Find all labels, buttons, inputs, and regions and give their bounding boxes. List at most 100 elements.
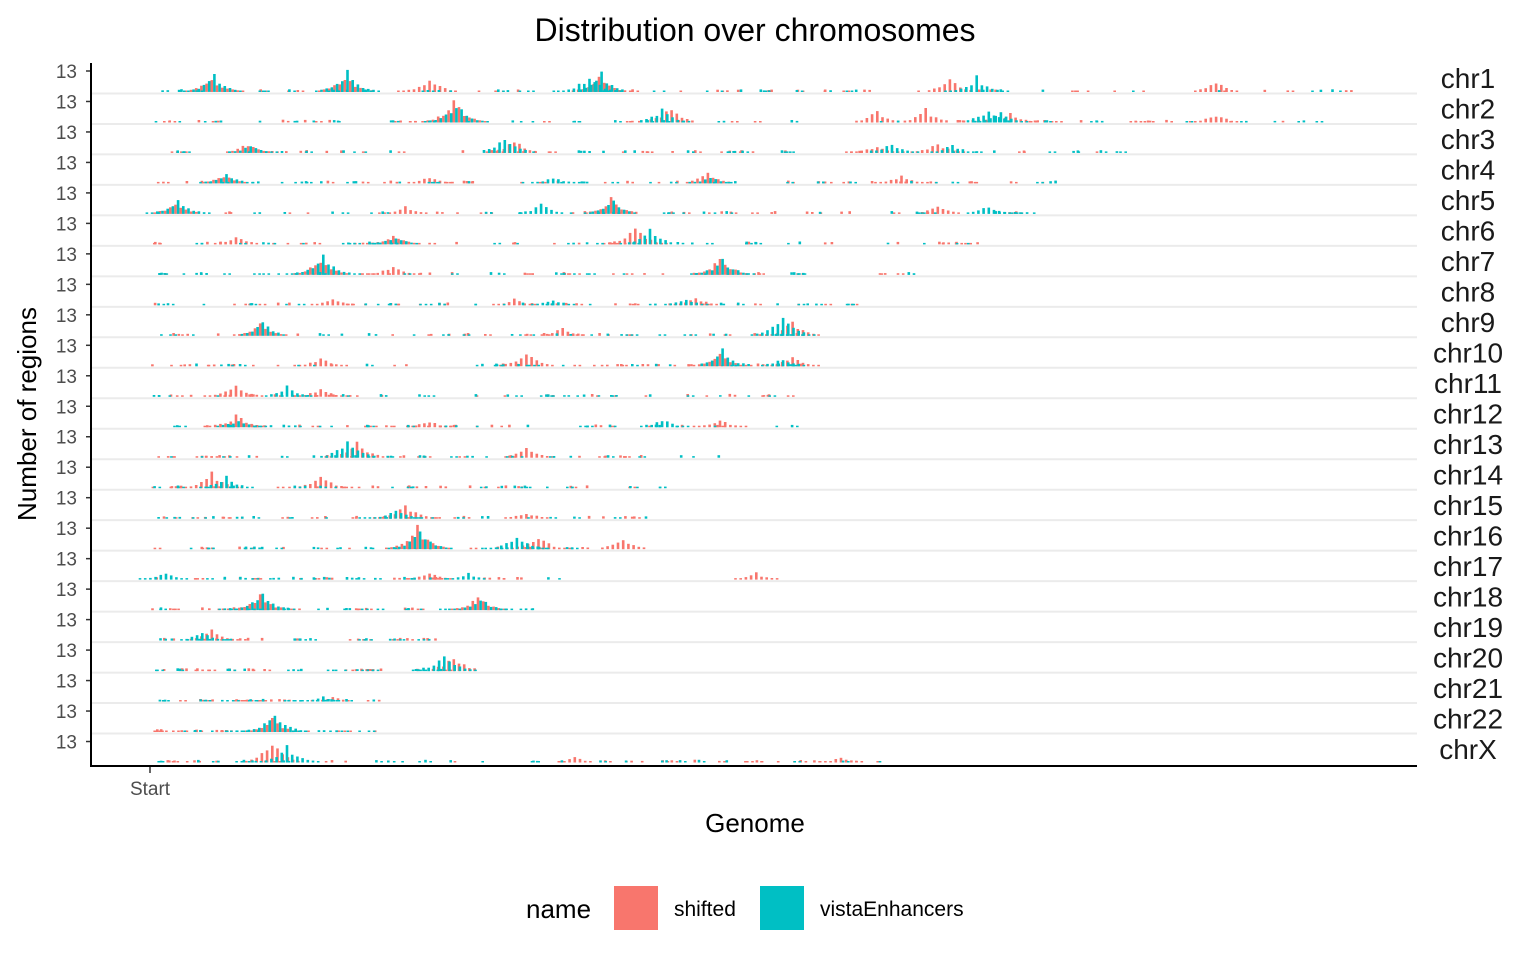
bar-vistaEnhancers-chr3	[956, 148, 959, 153]
bar-shifted-chr7	[713, 263, 717, 275]
bar-vistaEnhancers-chrX	[661, 760, 664, 763]
bar-vistaEnhancers-chr3	[1099, 150, 1103, 153]
bar-vistaEnhancers-chr14	[411, 486, 415, 489]
bar-shifted-chr16	[532, 542, 535, 550]
bar-vistaEnhancers-chr10	[533, 364, 536, 367]
bar-vistaEnhancers-chr7	[290, 273, 294, 275]
bar-vistaEnhancers-chr1	[602, 90, 606, 92]
bar-shifted-chr6	[272, 242, 275, 245]
bar-vistaEnhancers-chr1	[767, 90, 771, 92]
bar-vistaEnhancers-chr7	[451, 273, 454, 275]
bar-shifted-chr9	[728, 334, 732, 336]
bar-vistaEnhancers-chr1	[335, 83, 339, 92]
bar-vistaEnhancers-chr3	[487, 149, 491, 153]
bar-shifted-chr8	[315, 303, 319, 306]
bar-vistaEnhancers-chr10	[244, 364, 247, 367]
bar-vistaEnhancers-chr9	[256, 327, 259, 336]
bar-shifted-chr3	[645, 151, 649, 153]
bar-shifted-chr15	[229, 517, 232, 519]
bar-vistaEnhancers-chr4	[226, 181, 230, 184]
bar-shifted-chr14	[319, 476, 322, 489]
bar-vistaEnhancers-chr4	[577, 181, 581, 184]
bar-vistaEnhancers-chr10	[238, 364, 242, 367]
y-tick-label: 13	[56, 611, 77, 632]
bar-vistaEnhancers-chr1	[346, 69, 349, 92]
bar-shifted-chr5	[441, 212, 444, 214]
bar-vistaEnhancers-chr10	[721, 348, 724, 367]
bar-shifted-chr7	[762, 273, 765, 275]
bar-shifted-chr2	[1129, 121, 1133, 123]
bar-shifted-chr16	[416, 524, 419, 550]
bar-shifted-chr9	[582, 334, 585, 336]
bar-vistaEnhancers-chr4	[849, 181, 852, 184]
bar-shifted-chrX	[834, 759, 838, 763]
bar-shifted-chrX	[198, 760, 201, 763]
y-tick-label: 13	[56, 306, 77, 327]
bar-shifted-chr17	[431, 577, 435, 580]
bar-vistaEnhancers-chr14	[658, 486, 662, 489]
bar-shifted-chr2	[457, 107, 461, 123]
bar-vistaEnhancers-chr3	[789, 151, 792, 153]
bar-vistaEnhancers-chr1	[337, 90, 341, 92]
bar-vistaEnhancers-chr13	[549, 456, 552, 458]
bar-vistaEnhancers-chr22	[289, 726, 292, 733]
bar-vistaEnhancers-chr18	[218, 608, 221, 611]
bar-vistaEnhancers-chrX	[387, 760, 390, 763]
bar-shifted-chr12	[490, 424, 494, 428]
bar-vistaEnhancers-chr7	[704, 273, 707, 275]
bar-vistaEnhancers-chr21	[162, 700, 165, 702]
bar-shifted-chr4	[471, 181, 475, 184]
bar-shifted-chr22	[200, 730, 204, 732]
bar-vistaEnhancers-chr16	[484, 547, 487, 550]
bar-shifted-chr7	[717, 272, 721, 275]
bar-vistaEnhancers-chr15	[389, 513, 392, 519]
bar-shifted-chrX	[751, 761, 754, 763]
bar-vistaEnhancers-chr3	[176, 150, 179, 153]
bar-shifted-chr10	[749, 364, 753, 367]
bar-shifted-chr7	[335, 270, 338, 275]
bar-shifted-chr5	[840, 211, 843, 214]
bar-shifted-chr13	[530, 451, 533, 458]
bar-shifted-chr4	[722, 180, 725, 184]
bar-vistaEnhancers-chr21	[292, 700, 296, 702]
bar-shifted-chr10	[578, 364, 582, 367]
bar-vistaEnhancers-chr12	[232, 423, 235, 428]
bar-vistaEnhancers-chr15	[389, 517, 392, 519]
bar-vistaEnhancers-chr5	[182, 206, 185, 214]
bar-vistaEnhancers-chr16	[450, 547, 453, 550]
bar-shifted-chr15	[587, 515, 591, 519]
bar-vistaEnhancers-chr16	[369, 547, 373, 550]
bar-vistaEnhancers-chr20	[474, 669, 477, 672]
bar-shifted-chr8	[710, 303, 713, 306]
bar-vistaEnhancers-chr1	[1001, 90, 1004, 92]
bar-vistaEnhancers-chr17	[211, 578, 214, 580]
bar-vistaEnhancers-chr20	[371, 669, 375, 672]
bar-shifted-chr6	[624, 242, 627, 245]
bar-vistaEnhancers-chr1	[161, 90, 164, 92]
bar-vistaEnhancers-chr10	[736, 363, 740, 367]
bar-vistaEnhancers-chr9	[771, 326, 774, 336]
bar-shifted-chr18	[497, 608, 501, 611]
bar-shifted-chr8	[759, 303, 762, 306]
bar-shifted-chr3	[671, 151, 674, 153]
bar-shifted-chr1	[1194, 90, 1197, 92]
bar-vistaEnhancers-chr5	[176, 200, 180, 214]
bar-vistaEnhancers-chr21	[311, 699, 315, 702]
bar-shifted-chr15	[316, 517, 319, 519]
bar-shifted-chr3	[226, 151, 229, 153]
bar-vistaEnhancers-chr1	[593, 82, 596, 92]
bar-vistaEnhancers-chr11	[281, 395, 284, 397]
x-axis-title: Genome	[705, 808, 805, 838]
bar-vistaEnhancers-chr12	[184, 425, 187, 428]
bar-vistaEnhancers-chr7	[710, 270, 714, 275]
bar-shifted-chr15	[351, 517, 355, 519]
bar-vistaEnhancers-chr12	[216, 425, 220, 428]
bar-vistaEnhancers-chr21	[350, 700, 353, 702]
bar-shifted-chr19	[220, 639, 223, 641]
bar-shifted-chrX	[723, 761, 726, 763]
bar-shifted-chr8	[699, 301, 703, 306]
bar-shifted-chr17	[749, 575, 753, 580]
bar-shifted-chrX	[557, 761, 561, 763]
bar-shifted-chr2	[940, 119, 943, 123]
bar-shifted-chr2	[929, 116, 933, 123]
